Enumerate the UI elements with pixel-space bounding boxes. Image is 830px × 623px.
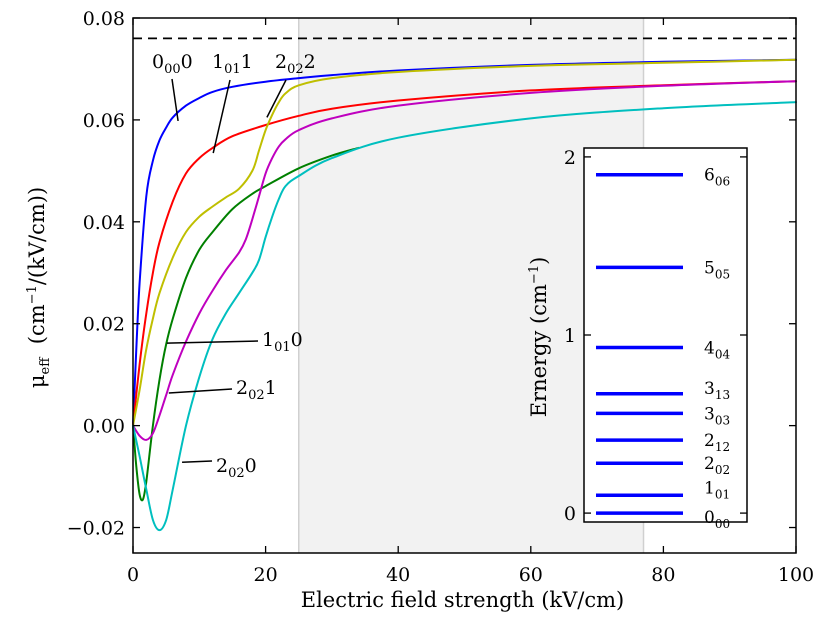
- annotation-label-2022: 2022: [275, 51, 316, 77]
- energy-level-label-101: 101: [704, 478, 730, 501]
- annotation-label-main: 1: [212, 51, 224, 73]
- annotation-label-main: 1: [265, 377, 277, 399]
- inset-y-axis-label-exp: −1: [527, 265, 542, 284]
- annotation-label-main: 0: [245, 455, 257, 477]
- energy-level-label-main: 0: [704, 508, 715, 528]
- energy-level-label-main: 5: [704, 258, 715, 278]
- y-axis-label-units: /(kV/cm)): [25, 187, 49, 285]
- inset-y-axis-label-main: ): [527, 257, 551, 265]
- energy-level-label-303: 303: [704, 404, 730, 427]
- annotation-label-2021: 2021: [236, 377, 277, 403]
- annotation-label-main: 2: [275, 51, 287, 73]
- annotation-label-sub: 02: [287, 62, 304, 77]
- energy-level-label-main: 2: [704, 431, 715, 451]
- annotation-leader-2022: [266, 79, 287, 118]
- annotation-leader-2020: [182, 460, 213, 464]
- x-tick-label: 0: [127, 564, 139, 586]
- inset-y-tick-label: 0: [564, 503, 576, 525]
- energy-level-label-sub: 03: [715, 413, 730, 427]
- x-tick-label: 60: [519, 564, 543, 586]
- inset-y-tick-label: 1: [564, 325, 576, 347]
- annotation-label-1011: 1011: [212, 51, 253, 77]
- y-tick-label: 0.04: [83, 212, 125, 234]
- annotation-label-main: 0: [181, 51, 193, 73]
- energy-level-label-main: 2: [704, 454, 715, 474]
- annotation-label-1010: 1010: [262, 329, 303, 355]
- annotation-leader-1011: [212, 79, 231, 154]
- series-line-2021: [132, 80, 797, 441]
- annotation-label-0000: 0000: [152, 51, 193, 77]
- x-axis-label: Electric field strength (kV/cm): [301, 588, 624, 612]
- energy-level-label-main: 1: [704, 478, 715, 498]
- energy-level-label-sub: 06: [715, 175, 730, 189]
- energy-level-label-sub: 02: [715, 463, 730, 477]
- x-tick-label: 40: [386, 564, 410, 586]
- energy-level-label-sub: 12: [715, 440, 730, 454]
- energy-level-label-sub: 01: [715, 487, 730, 501]
- annotation-label-sub: 02: [248, 388, 265, 403]
- series-line-0000: [132, 58, 797, 427]
- y-axis-label: μeff (cm−1/(kV/cm)): [25, 187, 53, 388]
- y-tick-label: 0.08: [83, 8, 125, 30]
- energy-level-label-sub: 05: [715, 267, 730, 281]
- series-line-2022: [132, 58, 797, 427]
- annotation-leader-2021: [168, 388, 233, 394]
- annotation-label-main: 2: [304, 51, 316, 73]
- y-axis-label-units: (cm: [25, 304, 49, 357]
- y-tick-label: 0.00: [83, 416, 125, 438]
- y-axis-label-exp: −1: [25, 285, 40, 304]
- annotation-label-sub: 02: [228, 466, 245, 481]
- series-line-1011: [132, 80, 797, 427]
- y-axis-label-sub: eff: [38, 356, 53, 375]
- y-tick-label: 0.02: [83, 314, 125, 336]
- series-line-1010: [132, 146, 360, 502]
- annotation-label-main: 0: [291, 329, 303, 351]
- inset-y-axis-label: Ernergy (cm−1): [527, 257, 551, 418]
- energy-level-label-404: 404: [704, 338, 730, 361]
- annotation-label-main: 0: [152, 51, 164, 73]
- energy-level-label-202: 202: [704, 454, 730, 477]
- series-line-2020: [132, 101, 797, 532]
- annotation-label-2020: 2020: [216, 455, 257, 481]
- annotation-leader-0000: [171, 78, 179, 122]
- x-tick-label: 100: [778, 564, 814, 586]
- annotation-label-sub: 01: [274, 340, 291, 355]
- annotation-label-sub: 01: [224, 62, 241, 77]
- energy-level-label-000: 000: [704, 508, 730, 531]
- plot-frame: [132, 17, 797, 554]
- inset-y-axis-label-main: Ernergy (cm: [527, 284, 551, 417]
- y-axis-label-symbol: μ: [25, 374, 49, 388]
- annotation-label-main: 2: [236, 377, 248, 399]
- annotation-label-main: 2: [216, 455, 228, 477]
- inset-frame: [583, 147, 748, 523]
- energy-level-label-main: 3: [704, 379, 715, 399]
- annotation-leader-1010: [166, 340, 259, 344]
- energy-level-label-505: 505: [704, 258, 730, 281]
- annotation-label-main: 1: [262, 329, 274, 351]
- x-tick-label: 80: [651, 564, 675, 586]
- energy-level-label-212: 212: [704, 431, 730, 454]
- energy-level-label-main: 3: [704, 404, 715, 424]
- energy-level-label-main: 6: [704, 166, 715, 186]
- energy-level-label-main: 4: [704, 338, 715, 358]
- annotation-label-sub: 00: [164, 62, 181, 77]
- inset-y-tick-label: 2: [564, 147, 576, 169]
- y-tick-label: 0.06: [83, 110, 125, 132]
- y-tick-label: −0.02: [67, 518, 125, 540]
- annotation-label-main: 1: [241, 51, 253, 73]
- energy-level-label-606: 606: [704, 166, 730, 189]
- energy-level-label-313: 313: [704, 379, 730, 402]
- energy-level-label-sub: 04: [715, 347, 731, 361]
- energy-level-label-sub: 00: [715, 517, 730, 531]
- energy-level-label-sub: 13: [715, 388, 730, 402]
- x-tick-label: 20: [254, 564, 278, 586]
